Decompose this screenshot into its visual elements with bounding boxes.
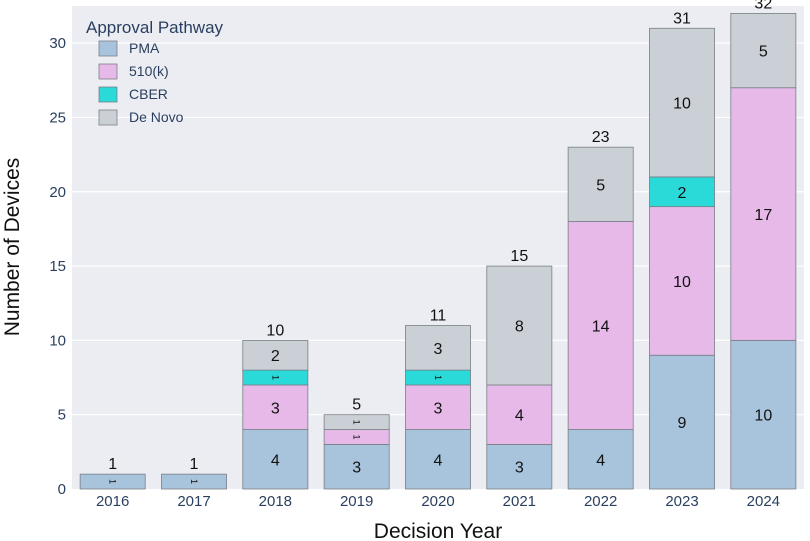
y-tick-label: 25: [49, 109, 66, 126]
bar-total-label: 23: [592, 129, 610, 146]
bar-total-label: 32: [754, 0, 772, 12]
bar-total-label: 1: [108, 456, 117, 473]
bar-total-label: 31: [673, 10, 691, 27]
bar-segment: [405, 384, 471, 430]
legend-label: PMA: [129, 40, 160, 56]
bar-segment: [486, 444, 553, 490]
bar-segment: [649, 176, 715, 208]
x-tick-label: 2018: [259, 493, 292, 510]
segment-value-label: 4: [596, 452, 605, 469]
bar-segment: [567, 429, 634, 490]
bar-segment: [405, 325, 471, 371]
y-tick-label: 15: [49, 258, 66, 275]
segment-value-label: 3: [515, 460, 524, 477]
segment-value-label: 9: [678, 415, 687, 432]
segment-value-label: 1: [189, 479, 199, 484]
segment-value-label: 1: [108, 479, 118, 484]
y-axis-title: Number of Devices: [1, 158, 24, 337]
y-tick-label: 10: [49, 332, 66, 349]
legend-swatch: [98, 63, 118, 80]
x-tick-label: 2020: [421, 493, 454, 510]
segment-value-label: 4: [434, 452, 443, 469]
bar-segment: [730, 87, 797, 341]
bar-segment: [730, 339, 797, 490]
bar-total-label: 1: [190, 456, 199, 473]
segment-value-label: 10: [754, 408, 772, 425]
x-axis-title: Decision Year: [374, 520, 502, 541]
segment-value-label: 10: [673, 274, 691, 291]
segment-value-label: 1: [433, 375, 443, 380]
y-tick-label: 0: [58, 481, 66, 498]
bar-segment: [567, 146, 634, 222]
bar-segment: [79, 473, 146, 490]
segment-value-label: 17: [754, 207, 772, 224]
segment-value-label: 2: [678, 185, 687, 202]
bar-segment: [730, 13, 797, 89]
bar-segment: [242, 429, 309, 490]
bar-total-label: 15: [510, 248, 528, 265]
segment-value-label: 4: [515, 408, 524, 425]
bar-segment: [323, 414, 390, 430]
legend: Approval Pathway PMA 510(k) CBER De Novo: [86, 18, 224, 126]
bar-segment: [323, 444, 390, 490]
bar-segment: [161, 473, 227, 490]
legend-title: Approval Pathway: [86, 18, 224, 37]
legend-label: De Novo: [129, 109, 184, 125]
y-tick-label: 20: [49, 184, 66, 201]
bar-segment: [405, 429, 471, 490]
y-axis-ticks: 0 5 10 15 20 25 30: [49, 35, 66, 498]
bar-segment: [242, 384, 309, 430]
legend-swatch: [98, 86, 118, 103]
bar-total-label: 11: [430, 308, 447, 325]
bar-segment: [567, 221, 634, 430]
segment-value-label: 10: [673, 96, 691, 113]
bar-segment: [242, 339, 309, 371]
segment-value-label: 1: [352, 420, 362, 425]
legend-swatch: [98, 40, 118, 57]
segment-value-label: 1: [352, 434, 362, 439]
segment-value-label: 14: [592, 319, 610, 336]
x-tick-label: 2019: [340, 493, 373, 510]
y-tick-label: 30: [49, 35, 66, 52]
segment-value-label: 3: [271, 400, 280, 417]
segment-value-label: 8: [515, 319, 524, 336]
segment-value-label: 2: [271, 348, 280, 365]
bar-total-label: 10: [266, 322, 284, 339]
legend-swatch: [98, 109, 118, 126]
segment-value-label: 4: [271, 452, 280, 469]
x-tick-label: 2024: [747, 493, 780, 510]
x-axis-ticks: 2016 2017 2018 2019 2020 2021 2022 2023 2024: [96, 493, 780, 510]
bar-segment: [649, 206, 715, 356]
x-tick-label: 2016: [96, 493, 129, 510]
bar-total-label: 5: [352, 397, 361, 414]
legend-label: 510(k): [129, 63, 169, 79]
segment-value-label: 1: [270, 375, 280, 380]
bar-segment: [649, 27, 715, 178]
segment-value-label: 3: [434, 400, 443, 417]
y-tick-label: 5: [58, 407, 66, 424]
legend-label: CBER: [129, 86, 168, 102]
x-tick-label: 2023: [665, 493, 698, 510]
segment-value-label: 5: [759, 44, 768, 61]
x-tick-label: 2017: [177, 493, 210, 510]
x-tick-label: 2021: [503, 493, 536, 510]
segment-value-label: 3: [352, 460, 361, 477]
x-tick-label: 2022: [584, 493, 617, 510]
segment-value-label: 5: [596, 177, 605, 194]
segment-value-label: 3: [434, 341, 443, 358]
bar-segment: [486, 265, 553, 386]
